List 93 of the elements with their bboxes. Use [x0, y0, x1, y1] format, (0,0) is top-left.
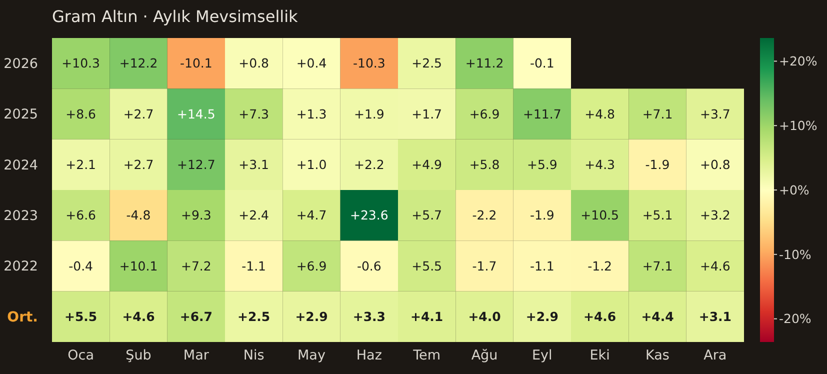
data-label: +2.7 — [123, 106, 154, 122]
data-label: +10.3 — [62, 56, 100, 71]
x-tick-label: Kas — [646, 348, 670, 364]
data-label: +4.4 — [641, 309, 674, 324]
data-label: -0.6 — [356, 258, 382, 274]
data-label: +7.1 — [642, 106, 673, 122]
x-tick-label: Ara — [704, 348, 727, 364]
data-label: +3.2 — [700, 208, 730, 223]
data-label: +4.1 — [410, 309, 444, 324]
data-label: -4.8 — [126, 208, 151, 223]
data-label: +9.3 — [180, 208, 212, 223]
data-label: +2.4 — [238, 208, 270, 223]
data-label: -1.1 — [242, 258, 266, 274]
x-tick-label: Haz — [356, 348, 382, 364]
data-label: +4.6 — [122, 309, 156, 324]
data-label: -1.9 — [645, 157, 670, 172]
data-label: +6.9 — [296, 258, 327, 274]
data-label: +6.9 — [469, 106, 500, 122]
y-tick-label: Ort. — [7, 310, 38, 326]
data-label: +0.4 — [296, 56, 327, 71]
x-tick-label: May — [298, 348, 326, 364]
data-label: +5.1 — [642, 208, 673, 223]
chart-title: Gram Altın · Aylık Mevsimsellik — [52, 7, 298, 26]
data-label: +0.8 — [238, 56, 270, 71]
y-tick-label: 2022 — [4, 258, 38, 275]
x-tick-label: Şub — [126, 348, 152, 364]
y-tick-label: 2025 — [4, 106, 38, 123]
data-label: +5.7 — [412, 208, 442, 223]
data-label: +8.6 — [66, 106, 96, 122]
data-label: +1.9 — [354, 106, 384, 122]
data-label: +4.7 — [296, 208, 327, 223]
x-tick-label: Ağu — [471, 348, 498, 364]
x-tick-label: Eyl — [532, 348, 552, 364]
data-label: +4.6 — [584, 309, 616, 324]
data-label: +2.5 — [238, 309, 270, 324]
data-label: +11.7 — [523, 106, 562, 122]
data-label: +4.3 — [584, 157, 616, 172]
data-label: +2.1 — [66, 157, 96, 172]
y-tick-label: 2026 — [4, 56, 38, 72]
color-bar-label: +10% — [779, 118, 818, 133]
color-bar-label: -20% — [779, 311, 812, 326]
data-label: +4.8 — [584, 106, 616, 122]
data-label: +11.2 — [465, 56, 504, 71]
data-label: -1.9 — [530, 208, 554, 223]
y-tick-label: 2024 — [4, 157, 38, 174]
y-tick-label: 2023 — [4, 208, 38, 224]
data-label: +1.3 — [296, 106, 327, 122]
data-label: +1.7 — [412, 106, 442, 122]
data-label: +23.6 — [350, 208, 388, 223]
data-label: +10.1 — [119, 258, 158, 274]
data-label: +10.5 — [580, 208, 619, 223]
data-label: +5.9 — [526, 157, 558, 172]
data-label: +5.8 — [469, 157, 500, 172]
data-label: +3.1 — [698, 309, 732, 324]
data-label: -0.4 — [68, 258, 94, 274]
data-label: +4.6 — [700, 258, 730, 274]
data-label: +4.0 — [468, 309, 502, 324]
data-label: +6.7 — [180, 309, 212, 324]
data-label: +7.2 — [180, 258, 212, 274]
data-label: +7.1 — [642, 258, 673, 274]
data-label: +12.2 — [119, 56, 158, 71]
data-label: +2.7 — [123, 157, 154, 172]
data-label: -10.3 — [352, 56, 386, 71]
color-bar-label: +0% — [779, 182, 810, 198]
data-label: -1.2 — [588, 258, 612, 274]
data-label: +4.9 — [412, 157, 442, 172]
data-label: +3.3 — [352, 309, 386, 324]
x-tick-label: Eki — [590, 348, 610, 364]
x-tick-label: Tem — [412, 348, 441, 364]
x-tick-label: Mar — [183, 348, 210, 364]
data-label: +6.6 — [66, 208, 96, 223]
data-label: -1.1 — [530, 258, 554, 274]
data-label: -2.2 — [472, 208, 497, 223]
data-label: +5.5 — [412, 258, 442, 274]
data-label: -1.7 — [472, 258, 497, 274]
data-label: -0.1 — [530, 56, 554, 71]
color-bar-label: -10% — [779, 246, 812, 262]
data-label: +3.7 — [700, 106, 730, 122]
data-label: +7.3 — [238, 106, 270, 122]
data-label: +14.5 — [177, 106, 216, 122]
data-label: +2.9 — [295, 309, 328, 324]
color-bar-label: +20% — [779, 54, 818, 69]
data-label: +2.2 — [354, 157, 384, 172]
x-tick-label: Oca — [68, 348, 94, 364]
data-label: +2.9 — [526, 309, 558, 324]
data-label: +12.7 — [177, 157, 216, 172]
data-label: +1.0 — [296, 157, 327, 172]
data-label: +3.1 — [238, 157, 270, 172]
x-tick-label: Nis — [243, 348, 264, 364]
data-label: +2.5 — [412, 56, 442, 71]
data-label: +5.5 — [64, 309, 98, 324]
data-label: +0.8 — [700, 157, 730, 172]
data-label: -10.1 — [180, 56, 212, 71]
